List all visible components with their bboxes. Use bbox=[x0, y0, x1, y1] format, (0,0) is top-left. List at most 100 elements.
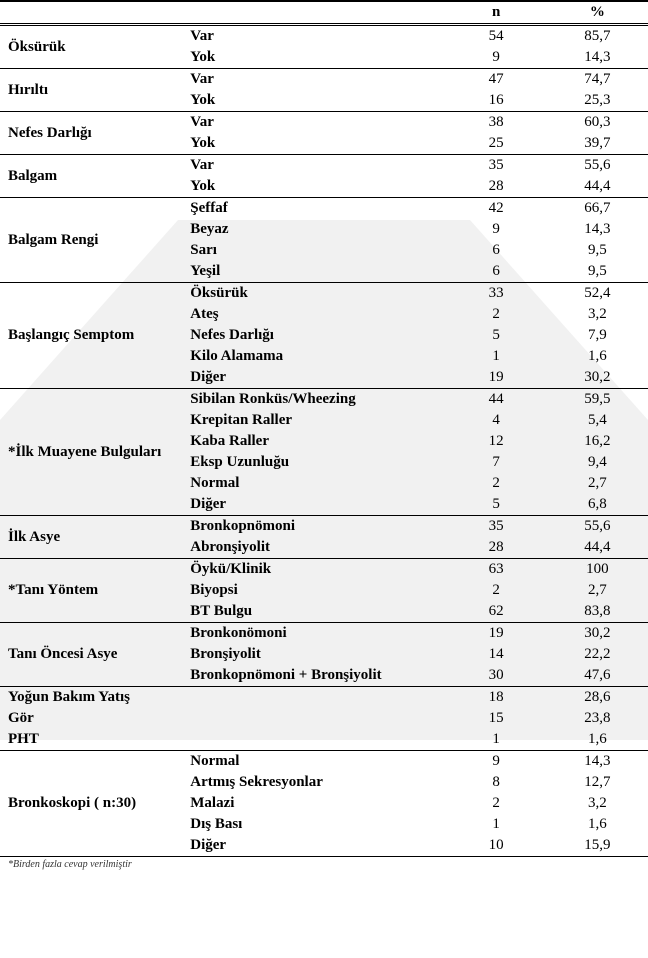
table-row: Balgam RengiŞeffaf4266,7 bbox=[0, 198, 648, 220]
cell-pct: 100 bbox=[547, 559, 648, 581]
cell-pct: 30,2 bbox=[547, 367, 648, 389]
cell-pct: 12,7 bbox=[547, 772, 648, 793]
cell-pct: 85,7 bbox=[547, 25, 648, 48]
cell-pct: 47,6 bbox=[547, 665, 648, 687]
cell-n: 14 bbox=[446, 644, 547, 665]
cell-pct: 1,6 bbox=[547, 346, 648, 367]
sub-label: Kilo Alamama bbox=[182, 346, 445, 367]
cell-n: 9 bbox=[446, 47, 547, 69]
cell-pct: 59,5 bbox=[547, 389, 648, 411]
header-blank-1 bbox=[0, 1, 182, 25]
sub-label: Kaba Raller bbox=[182, 431, 445, 452]
cell-pct: 2,7 bbox=[547, 580, 648, 601]
cell-n: 35 bbox=[446, 516, 547, 538]
cell-n: 18 bbox=[446, 687, 547, 709]
cell-n: 54 bbox=[446, 25, 547, 48]
sub-label: Diğer bbox=[182, 835, 445, 857]
cell-pct: 25,3 bbox=[547, 90, 648, 112]
cell-n: 16 bbox=[446, 90, 547, 112]
header-pct: % bbox=[547, 1, 648, 25]
sub-label: Var bbox=[182, 69, 445, 91]
table-row: Yoğun Bakım Yatış1828,6 bbox=[0, 687, 648, 709]
sub-label: Ateş bbox=[182, 304, 445, 325]
header-blank-2 bbox=[182, 1, 445, 25]
table-row: Başlangıç SemptomÖksürük3352,4 bbox=[0, 283, 648, 305]
cell-n: 33 bbox=[446, 283, 547, 305]
cell-n: 1 bbox=[446, 346, 547, 367]
cell-n: 19 bbox=[446, 367, 547, 389]
sub-label: Yeşil bbox=[182, 261, 445, 283]
cell-pct: 22,2 bbox=[547, 644, 648, 665]
footnote-row: *Birden fazla cevap verilmiştir bbox=[0, 857, 648, 873]
cell-pct: 6,8 bbox=[547, 494, 648, 516]
footnote-text: *Birden fazla cevap verilmiştir bbox=[0, 857, 648, 873]
group-label: Başlangıç Semptom bbox=[0, 283, 182, 389]
cell-pct: 55,6 bbox=[547, 155, 648, 177]
header-n: n bbox=[446, 1, 547, 25]
cell-pct: 74,7 bbox=[547, 69, 648, 91]
table-row: Bronkoskopi ( n:30)Normal914,3 bbox=[0, 751, 648, 773]
cell-n: 28 bbox=[446, 176, 547, 198]
row-label: Yoğun Bakım Yatış bbox=[0, 687, 446, 709]
table-row: Nefes DarlığıVar3860,3 bbox=[0, 112, 648, 134]
sub-label: Krepitan Raller bbox=[182, 410, 445, 431]
cell-pct: 3,2 bbox=[547, 793, 648, 814]
cell-n: 7 bbox=[446, 452, 547, 473]
cell-n: 2 bbox=[446, 580, 547, 601]
cell-pct: 52,4 bbox=[547, 283, 648, 305]
table-row: PHT11,6 bbox=[0, 729, 648, 751]
cell-pct: 1,6 bbox=[547, 814, 648, 835]
cell-pct: 60,3 bbox=[547, 112, 648, 134]
cell-pct: 28,6 bbox=[547, 687, 648, 709]
table-row: Gör1523,8 bbox=[0, 708, 648, 729]
cell-pct: 83,8 bbox=[547, 601, 648, 623]
cell-n: 1 bbox=[446, 729, 547, 751]
table-header-row: n% bbox=[0, 1, 648, 25]
sub-label: Nefes Darlığı bbox=[182, 325, 445, 346]
cell-n: 38 bbox=[446, 112, 547, 134]
group-label: *İlk Muayene Bulguları bbox=[0, 389, 182, 516]
sub-label: Eksp Uzunluğu bbox=[182, 452, 445, 473]
sub-label: Diğer bbox=[182, 367, 445, 389]
table-row: *İlk Muayene BulgularıSibilan Ronküs/Whe… bbox=[0, 389, 648, 411]
sub-label: Bronkopnömoni bbox=[182, 516, 445, 538]
sub-label: Normal bbox=[182, 473, 445, 494]
cell-n: 44 bbox=[446, 389, 547, 411]
cell-n: 28 bbox=[446, 537, 547, 559]
cell-pct: 44,4 bbox=[547, 176, 648, 198]
cell-pct: 7,9 bbox=[547, 325, 648, 346]
sub-label: Var bbox=[182, 112, 445, 134]
group-label: Bronkoskopi ( n:30) bbox=[0, 751, 182, 857]
table-row: BalgamVar3555,6 bbox=[0, 155, 648, 177]
sub-label: Biyopsi bbox=[182, 580, 445, 601]
cell-n: 62 bbox=[446, 601, 547, 623]
cell-n: 8 bbox=[446, 772, 547, 793]
group-label: Tanı Öncesi Asye bbox=[0, 623, 182, 687]
cell-pct: 44,4 bbox=[547, 537, 648, 559]
cell-pct: 55,6 bbox=[547, 516, 648, 538]
table-row: Tanı Öncesi AsyeBronkonömoni1930,2 bbox=[0, 623, 648, 645]
cell-n: 5 bbox=[446, 325, 547, 346]
group-label: Balgam Rengi bbox=[0, 198, 182, 283]
group-label: Hırıltı bbox=[0, 69, 182, 112]
sub-label: Bronşiyolit bbox=[182, 644, 445, 665]
cell-n: 2 bbox=[446, 473, 547, 494]
cell-n: 63 bbox=[446, 559, 547, 581]
cell-n: 47 bbox=[446, 69, 547, 91]
cell-pct: 5,4 bbox=[547, 410, 648, 431]
group-label: Balgam bbox=[0, 155, 182, 198]
cell-pct: 1,6 bbox=[547, 729, 648, 751]
sub-label: Beyaz bbox=[182, 219, 445, 240]
row-label: PHT bbox=[0, 729, 446, 751]
cell-pct: 15,9 bbox=[547, 835, 648, 857]
table-row: İlk AsyeBronkopnömoni3555,6 bbox=[0, 516, 648, 538]
sub-label: Var bbox=[182, 155, 445, 177]
cell-n: 30 bbox=[446, 665, 547, 687]
cell-n: 9 bbox=[446, 751, 547, 773]
sub-label: Bronkonömoni bbox=[182, 623, 445, 645]
cell-n: 4 bbox=[446, 410, 547, 431]
sub-label: Sarı bbox=[182, 240, 445, 261]
cell-pct: 3,2 bbox=[547, 304, 648, 325]
row-label: Gör bbox=[0, 708, 446, 729]
sub-label: Bronkopnömoni + Bronşiyolit bbox=[182, 665, 445, 687]
